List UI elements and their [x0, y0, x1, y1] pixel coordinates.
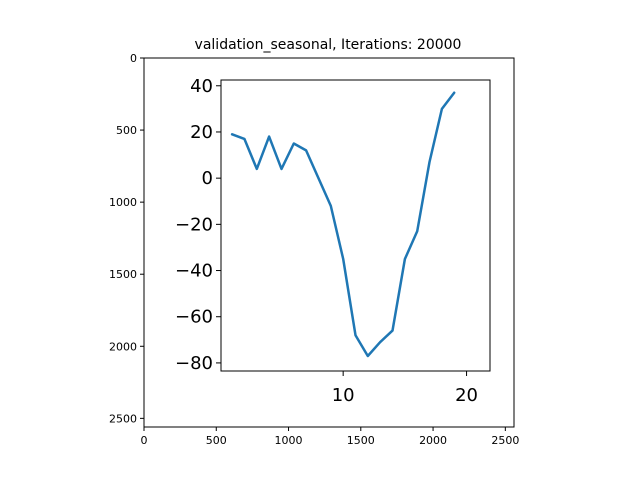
inner-y-tick-label: −40 — [175, 261, 213, 282]
outer-x-tick-label: 500 — [206, 434, 227, 447]
outer-x-tick-label: 1500 — [347, 434, 375, 447]
outer-axes: 0 500 1000 1500 2000 2500 0 500 1000 1500 2000 2500 — [109, 52, 519, 447]
inner-axes-frame — [220, 79, 491, 372]
chart-title: validation_seasonal, Iterations: 20000 — [195, 37, 462, 53]
outer-y-tick-label: 0 — [130, 52, 137, 65]
inner-x-tick-label: 10 — [332, 385, 355, 406]
inner-y-tick-label: 20 — [190, 122, 213, 143]
outer-y-tick-label: 1000 — [109, 196, 137, 209]
outer-x-tick-label: 2500 — [491, 434, 519, 447]
inner-x-tick-label: 20 — [455, 385, 478, 406]
outer-y-tick-label: 2000 — [109, 340, 137, 353]
inner-axes: 10 20 40 20 0 −20 −40 −60 −80 — [175, 76, 491, 406]
inner-y-tick-label: −20 — [175, 214, 213, 235]
inner-y-tick-label: 0 — [202, 168, 213, 189]
outer-x-tick-label: 0 — [141, 434, 148, 447]
inner-axes-background — [221, 80, 490, 371]
inner-y-tick-label: −80 — [175, 353, 213, 374]
series-line — [230, 91, 456, 358]
outer-y-tick-label: 2500 — [109, 412, 137, 425]
outer-y-tick-label: 500 — [116, 124, 137, 137]
outer-axes-frame — [143, 57, 515, 428]
outer-x-tick-label: 1000 — [275, 434, 303, 447]
outer-y-tick-label: 1500 — [109, 268, 137, 281]
inner-y-tick-label: −60 — [175, 307, 213, 328]
outer-x-tick-label: 2000 — [419, 434, 447, 447]
inner-y-tick-label: 40 — [190, 76, 213, 97]
